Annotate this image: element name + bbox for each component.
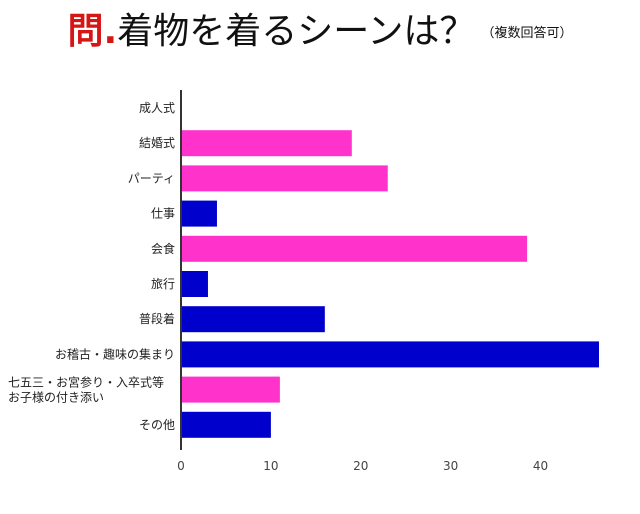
bar-3 xyxy=(181,200,217,227)
x-tick-2: 20 xyxy=(353,459,368,473)
bar-9 xyxy=(181,411,271,438)
bar-5 xyxy=(181,271,208,297)
x-tick-0: 0 xyxy=(177,459,185,473)
category-label-0: 成人式 xyxy=(139,101,175,115)
x-tick-1: 10 xyxy=(263,459,278,473)
x-axis-ticks: 0 10 20 30 40 xyxy=(177,459,548,473)
category-label-2: パーティ xyxy=(128,171,175,185)
category-labels: 成人式結婚式パーティ仕事会食旅行普段着お稽古・趣味の集まり七五三・お宮参り・入卒… xyxy=(8,101,175,432)
title-main: 着物を着るシーンは？ xyxy=(117,11,476,52)
category-label-6: 普段着 xyxy=(139,311,175,326)
chart-title: 問.着物を着るシーンは？ （複数回答可） xyxy=(0,0,640,64)
bar-6 xyxy=(181,306,325,333)
bar-7 xyxy=(181,341,599,368)
bar-2 xyxy=(181,165,388,192)
category-label-3: 仕事 xyxy=(151,207,175,221)
category-label-1: 結婚式 xyxy=(139,136,175,150)
x-tick-3: 30 xyxy=(443,459,458,473)
category-label-7: お稽古・趣味の集まり xyxy=(55,346,175,361)
title-note: （複数回答可） xyxy=(481,26,573,41)
x-tick-4: 40 xyxy=(533,459,548,473)
bar-1 xyxy=(181,130,352,157)
question-mark-label: 問. xyxy=(67,11,118,52)
bars-group xyxy=(181,130,599,438)
category-label-5: 旅行 xyxy=(151,277,175,291)
category-label-8: 七五三・お宮参り・入卒式等お子様の付き添い xyxy=(8,375,164,405)
category-label-4: 会食 xyxy=(151,241,175,256)
bar-8 xyxy=(181,376,280,403)
category-label-9: その他 xyxy=(139,418,175,432)
bar-4 xyxy=(181,235,528,262)
